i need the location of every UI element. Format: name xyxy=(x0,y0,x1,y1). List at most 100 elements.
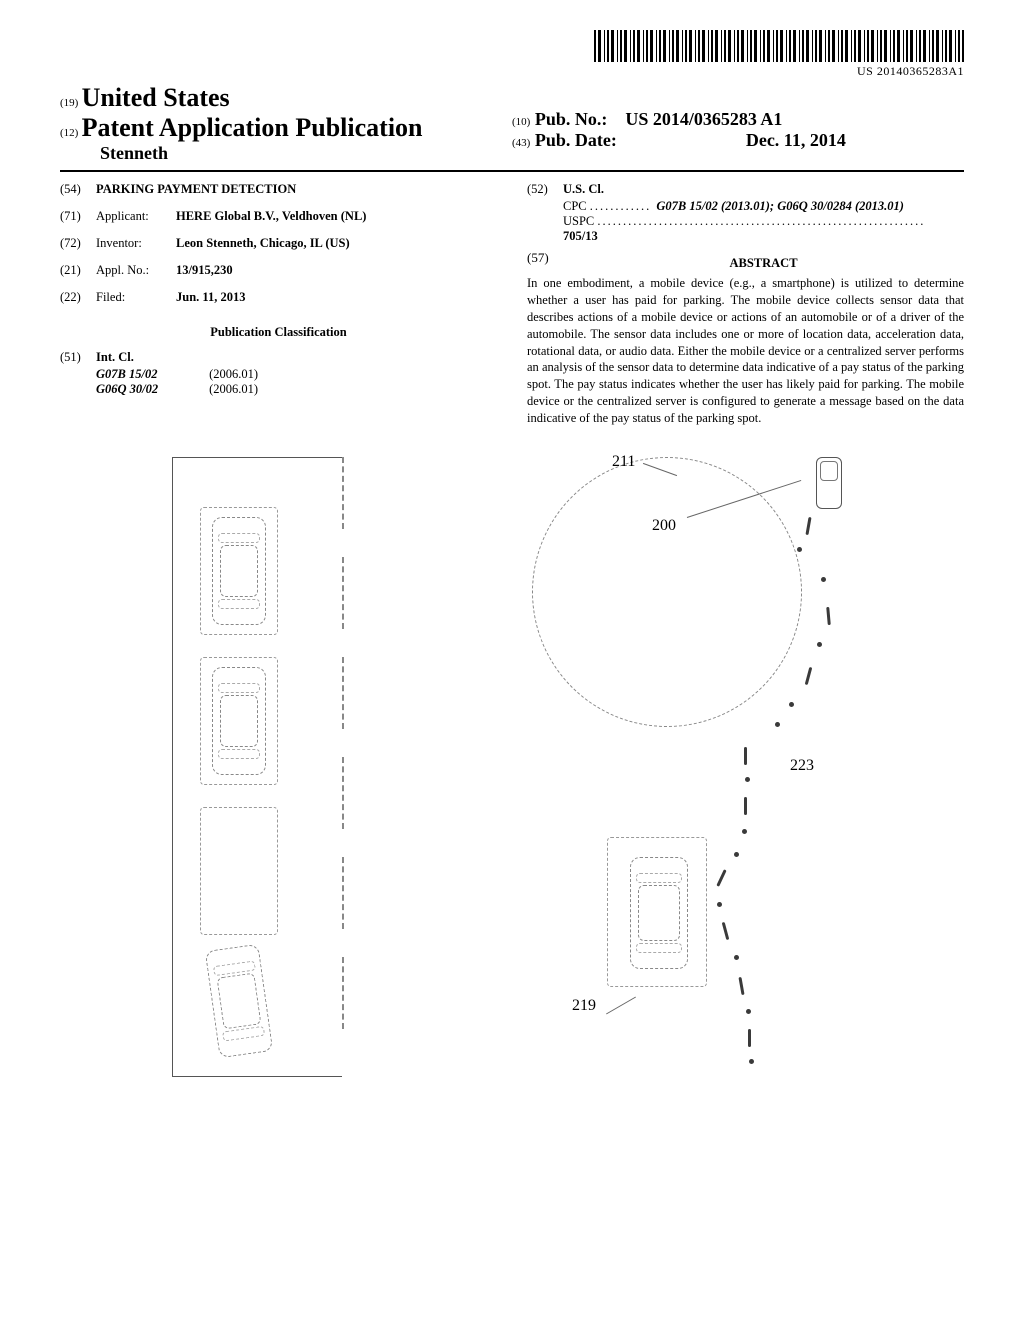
uspc-line: USPC ...................................… xyxy=(563,214,964,244)
intcl-line-0: G07B 15/02 (2006.01) xyxy=(96,367,497,382)
traj-seg xyxy=(734,955,739,960)
left-column: (54) PARKING PAYMENT DETECTION (71) Appl… xyxy=(60,182,497,427)
fig1-car xyxy=(212,517,266,625)
barcode-text: US 20140365283A1 xyxy=(594,64,964,79)
header-left: (19) United States (12) Patent Applicati… xyxy=(60,83,512,164)
abstract-header-row: (57) ABSTRACT xyxy=(527,250,964,275)
abstract-num: (57) xyxy=(527,250,563,275)
traj-seg xyxy=(805,667,813,685)
traj-seg xyxy=(797,547,802,552)
fig1-lane-seg xyxy=(342,857,344,929)
fig1-lane-seg xyxy=(342,557,344,629)
traj-seg xyxy=(716,869,726,887)
intcl-num: (51) xyxy=(60,350,96,365)
filed-row: (22) Filed: Jun. 11, 2013 xyxy=(60,290,497,305)
pubno-prefix: (10) xyxy=(512,116,530,128)
uspc-dots: ........................................… xyxy=(597,214,925,228)
intcl-code-1: G06Q 30/02 xyxy=(96,382,206,397)
traj-seg xyxy=(789,702,794,707)
pubclass-heading: Publication Classification xyxy=(60,325,497,340)
intcl-year-0: (2006.01) xyxy=(209,367,258,382)
title-row: (54) PARKING PAYMENT DETECTION xyxy=(60,182,497,197)
uscl-row: (52) U.S. Cl. xyxy=(527,182,964,197)
applicant-num: (71) xyxy=(60,209,96,224)
header-author: Stenneth xyxy=(100,143,512,164)
fig1-lane-seg xyxy=(342,957,344,1029)
fig1-lane-seg xyxy=(342,657,344,729)
inventor-row: (72) Inventor: Leon Stenneth, Chicago, I… xyxy=(60,236,497,251)
fig1-lane-seg xyxy=(342,757,344,829)
cpc-label: CPC xyxy=(563,199,587,213)
uscl-num: (52) xyxy=(527,182,563,197)
intcl-label: Int. Cl. xyxy=(96,350,497,365)
cpc-dots: ............ xyxy=(590,199,657,213)
abstract-heading: ABSTRACT xyxy=(563,256,964,271)
traj-seg xyxy=(746,1009,751,1014)
fig2-label-car: 219 xyxy=(572,997,596,1015)
figure-right: 211 200 219 223 xyxy=(512,457,852,1077)
traj-seg xyxy=(775,722,780,727)
barcode: US 20140365283A1 xyxy=(594,30,964,79)
traj-seg xyxy=(826,607,831,625)
cpc-value: G07B 15/02 (2013.01); G06Q 30/0284 (2013… xyxy=(656,199,904,213)
inventor-value: Leon Stenneth, Chicago, IL (US) xyxy=(176,236,497,251)
pubno-line: (10) Pub. No.: US 2014/0365283 A1 xyxy=(512,109,964,130)
traj-seg xyxy=(738,977,744,995)
uspc-value: 705/13 xyxy=(563,229,598,243)
figures-region: 211 200 219 223 xyxy=(60,457,964,1077)
traj-seg xyxy=(748,1029,751,1047)
pubdate-prefix: (43) xyxy=(512,137,530,149)
country-line: (19) United States xyxy=(60,83,512,113)
pubdate-value: Dec. 11, 2014 xyxy=(746,130,846,150)
country: United States xyxy=(82,83,230,112)
traj-seg xyxy=(749,1059,754,1064)
applicant-label: Applicant: xyxy=(96,209,176,224)
applicant-value: HERE Global B.V., Veldhoven (NL) xyxy=(176,209,497,224)
applno-row: (21) Appl. No.: 13/915,230 xyxy=(60,263,497,278)
inventor-num: (72) xyxy=(60,236,96,251)
title-num: (54) xyxy=(60,182,96,197)
traj-seg xyxy=(745,777,750,782)
intcl-row: (51) Int. Cl. xyxy=(60,350,497,365)
fig2-label-traj: 223 xyxy=(790,757,814,775)
pubno-value: US 2014/0365283 A1 xyxy=(625,109,782,129)
filed-value: Jun. 11, 2013 xyxy=(176,290,497,305)
inventor-label: Inventor: xyxy=(96,236,176,251)
pubdate-label: Pub. Date: xyxy=(535,130,617,150)
fig2-label-arc: 211 xyxy=(612,453,635,471)
barcode-lines xyxy=(594,30,964,62)
fig1-parking-spot xyxy=(200,807,278,935)
title-value: PARKING PAYMENT DETECTION xyxy=(96,182,497,197)
fig1-lane-seg xyxy=(342,457,344,529)
applno-num: (21) xyxy=(60,263,96,278)
country-prefix: (19) xyxy=(60,97,78,109)
traj-seg xyxy=(744,797,747,815)
traj-seg xyxy=(717,902,722,907)
pubdate-line: (43) Pub. Date: Dec. 11, 2014 xyxy=(512,130,964,151)
filed-label: Filed: xyxy=(96,290,176,305)
intcl-line-1: G06Q 30/02 (2006.01) xyxy=(96,382,497,397)
filed-num: (22) xyxy=(60,290,96,305)
intcl-year-1: (2006.01) xyxy=(209,382,258,397)
uscl-label: U.S. Cl. xyxy=(563,182,964,197)
traj-seg xyxy=(744,747,747,765)
traj-seg xyxy=(821,577,826,582)
fig2-lead-car xyxy=(606,996,636,1014)
uspc-label: USPC xyxy=(563,214,594,228)
header: (19) United States (12) Patent Applicati… xyxy=(60,83,964,172)
applicant-row: (71) Applicant: HERE Global B.V., Veldho… xyxy=(60,209,497,224)
traj-seg xyxy=(805,517,811,535)
fig2-label-meter: 200 xyxy=(652,517,676,535)
fig2-meter xyxy=(816,457,842,509)
traj-seg xyxy=(722,922,730,940)
bibliographic-columns: (54) PARKING PAYMENT DETECTION (71) Appl… xyxy=(60,182,964,427)
figure-left xyxy=(172,457,452,1077)
header-right: (10) Pub. No.: US 2014/0365283 A1 (43) P… xyxy=(512,83,964,164)
fig2-car xyxy=(630,857,688,969)
barcode-region: US 20140365283A1 xyxy=(60,30,964,79)
fig1-car xyxy=(212,667,266,775)
abstract-text: In one embodiment, a mobile device (e.g.… xyxy=(527,275,964,427)
applno-value: 13/915,230 xyxy=(176,263,497,278)
cpc-line: CPC ............ G07B 15/02 (2013.01); G… xyxy=(563,199,964,214)
traj-seg xyxy=(817,642,822,647)
